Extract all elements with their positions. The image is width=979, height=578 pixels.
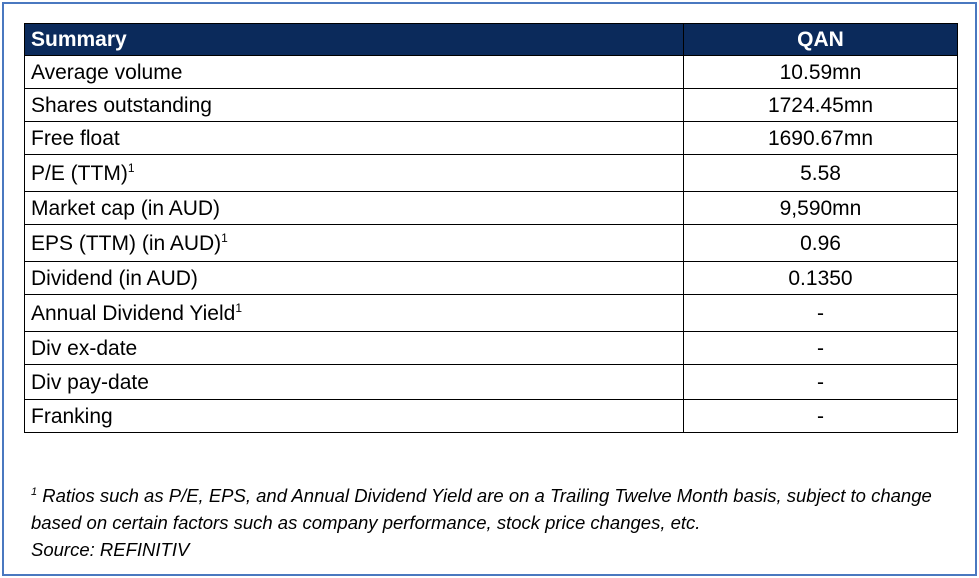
row-value: - [683,399,958,433]
row-value: - [683,294,958,332]
footnote-marker: 1 [31,485,38,498]
table-row: Market cap (in AUD) 9,590mn [24,191,958,225]
source-note: Source: REFINITIV [31,539,190,560]
row-value: 1724.45mn [683,88,958,122]
table-row: Div pay-date - [24,364,958,400]
row-value: 5.58 [683,154,958,192]
table-row: Average volume 10.59mn [24,55,958,89]
row-value: 9,590mn [683,191,958,225]
table-row: Franking - [24,399,958,433]
table-row: Annual Dividend Yield1 - [24,294,958,332]
row-label: Free float [24,121,684,155]
row-label: P/E (TTM)1 [24,154,684,192]
table-row: EPS (TTM) (in AUD)1 0.96 [24,224,958,262]
footnote-marker: 1 [127,160,135,175]
header-summary: Summary [24,23,684,56]
table-header-row: Summary QAN [24,23,958,56]
footnote-text: 1 Ratios such as P/E, EPS, and Annual Di… [31,485,932,533]
row-value: - [683,331,958,365]
table-row: P/E (TTM)1 5.58 [24,154,958,192]
footnote-marker: 1 [221,230,228,245]
summary-table: Summary QAN Average volume 10.59mn Share… [24,23,958,433]
row-value: 10.59mn [683,55,958,89]
table-row: Shares outstanding 1724.45mn [24,88,958,122]
row-label: Shares outstanding [24,88,684,122]
row-label: Div pay-date [24,364,684,400]
row-label: Market cap (in AUD) [24,191,684,225]
table-row: Div ex-date - [24,331,958,365]
header-ticker: QAN [683,23,958,56]
row-label: EPS (TTM) (in AUD)1 [24,224,684,262]
table-row: Free float 1690.67mn [24,121,958,155]
row-value: 0.96 [683,224,958,262]
row-value: 0.1350 [683,261,958,295]
footnote: 1 Ratios such as P/E, EPS, and Annual Di… [31,482,961,563]
row-label: Average volume [24,55,684,89]
row-label: Annual Dividend Yield1 [24,294,684,332]
row-value: 1690.67mn [683,121,958,155]
footnote-marker: 1 [235,300,242,315]
row-value: - [683,364,958,400]
row-label: Div ex-date [24,331,684,365]
row-label: Dividend (in AUD) [24,261,684,295]
row-label: Franking [24,399,684,433]
table-row: Dividend (in AUD) 0.1350 [24,261,958,295]
